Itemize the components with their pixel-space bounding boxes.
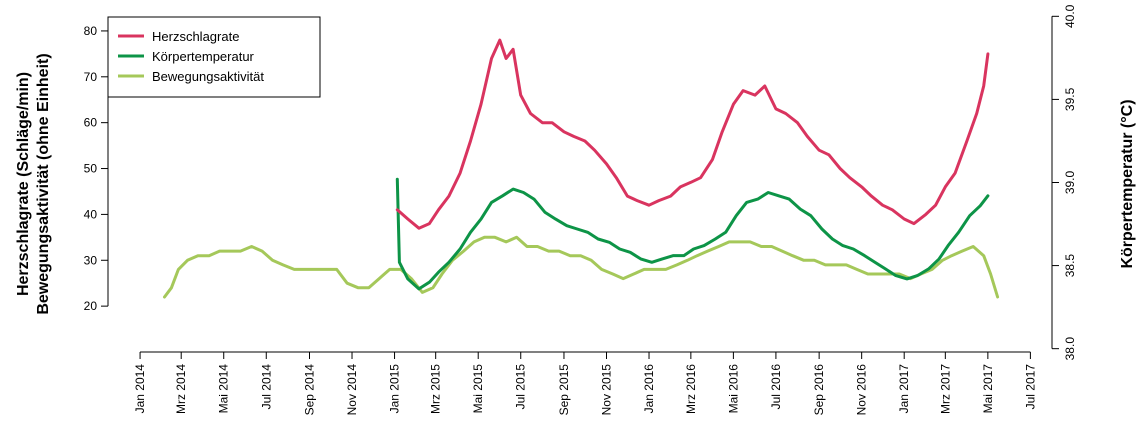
y-right-tick-label: 40.0 (1063, 4, 1077, 28)
x-tick-label: Nov 2015 (599, 364, 613, 416)
series-line-2 (395, 177, 990, 291)
series-layer (163, 38, 1000, 299)
y-right-tick-label: 39.0 (1063, 170, 1077, 194)
series-line-3 (163, 235, 1000, 299)
x-tick-label: Jan 2014 (133, 364, 147, 414)
x-tick-label: Jan 2016 (642, 364, 656, 414)
y-right-tick-label: 39.5 (1063, 87, 1077, 111)
series-line-1 (395, 38, 990, 230)
x-tick-label: Mai 2017 (981, 364, 995, 414)
y-left-tick-label: 80 (84, 24, 98, 38)
x-tick-label: Jul 2016 (769, 364, 783, 410)
y-left-tick-label: 20 (84, 299, 98, 313)
x-tick-label: Sep 2016 (812, 364, 826, 416)
x-tick-label: Mai 2016 (726, 364, 740, 414)
x-tick-label: Mrz 2016 (684, 364, 698, 414)
legend: Herzschlagrate Körpertemperatur Bewegungsa… (107, 16, 321, 98)
x-tick-label: Sep 2014 (302, 364, 316, 416)
x-tick-label: Jul 2015 (514, 364, 528, 410)
y-left-tick-label: 40 (84, 207, 98, 221)
y-left-title-line1: Herzschlagrate (Schläge/min) (15, 72, 32, 296)
legend-label: Herzschlagrate (152, 29, 239, 44)
y-right-tick-label: 38.0 (1063, 337, 1077, 361)
y-left-tick-label: 50 (84, 162, 98, 176)
y-left-tick-label: 60 (84, 116, 98, 130)
legend-label: Bewegungsaktivität (152, 69, 264, 84)
x-tick-label: Mai 2015 (471, 364, 485, 414)
x-tick-label: Jul 2017 (1023, 364, 1037, 410)
x-tick-label: Nov 2016 (855, 364, 869, 416)
x-tick-label: Mrz 2017 (938, 364, 952, 414)
y-right-tick-label: 38.5 (1063, 254, 1077, 278)
x-tick-label: Mai 2014 (217, 364, 231, 414)
y-left-title-line2: Bewegungsaktivität (ohne Einheit) (35, 53, 52, 314)
x-tick-label: Jan 2017 (897, 364, 911, 414)
legend-label: Körpertemperatur (152, 49, 255, 64)
x-tick-label: Mrz 2015 (429, 364, 443, 414)
axes: Jan 2014 Mrz 2014 Mai 2014 Jul 2014 Sep 2014… (15, 4, 1136, 415)
y-left-tick-label: 70 (84, 70, 98, 84)
x-tick-label: Jan 2015 (388, 364, 402, 414)
y-right-title: Körpertemperatur (°C) (1119, 99, 1136, 268)
y-left-tick-label: 30 (84, 253, 98, 267)
x-tick-label: Nov 2014 (345, 364, 359, 416)
x-tick-label: Mrz 2014 (174, 364, 188, 414)
x-tick-label: Sep 2015 (557, 364, 571, 416)
x-tick-label: Jul 2014 (259, 364, 273, 410)
